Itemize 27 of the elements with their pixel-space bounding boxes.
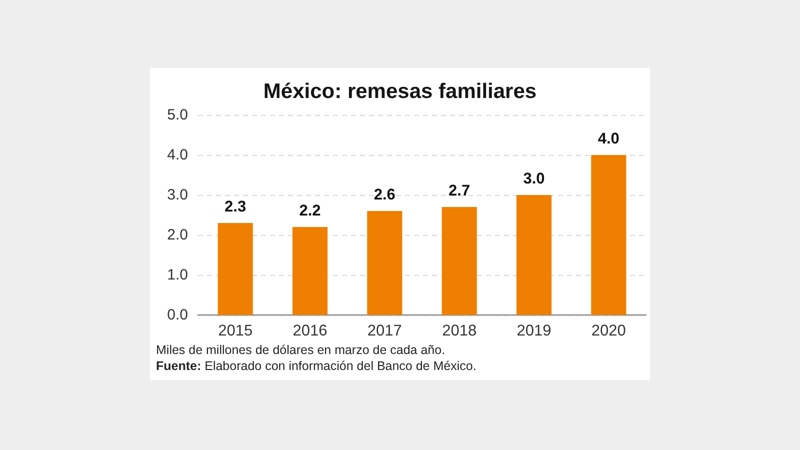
x-tick-label: 2015 [218,322,253,340]
y-tick-label: 2.0 [167,226,188,244]
data-label: 4.0 [598,130,620,148]
y-tick-label: 0.0 [167,306,188,324]
data-label: 2.6 [374,186,396,204]
data-label: 2.7 [448,182,470,200]
bar [516,195,552,315]
y-tick-label: 1.0 [167,266,188,284]
bar [218,223,253,315]
data-label: 3.0 [523,170,545,188]
bar [367,211,402,315]
bar [442,207,477,315]
y-tick-label: 5.0 [167,106,188,124]
text: Miles de millones de dólares en marzo de cada año. [156,342,446,358]
x-tick-label: 2019 [516,322,552,340]
x-tick-label: 2018 [442,322,477,340]
y-tick-label: 4.0 [167,146,188,164]
bar [292,227,328,315]
x-tick-label: 2016 [292,322,328,340]
source-note: Fuente: Elaborado con información del Banco de México. [156,358,478,374]
chart-title: México: remesas familiares [263,80,537,103]
x-tick-label: 2020 [591,322,626,340]
x-tick-label: 2017 [367,322,402,340]
bar [591,155,626,315]
data-label: 2.2 [299,202,321,220]
data-label: 2.3 [224,198,246,216]
y-tick-label: 3.0 [167,186,188,204]
